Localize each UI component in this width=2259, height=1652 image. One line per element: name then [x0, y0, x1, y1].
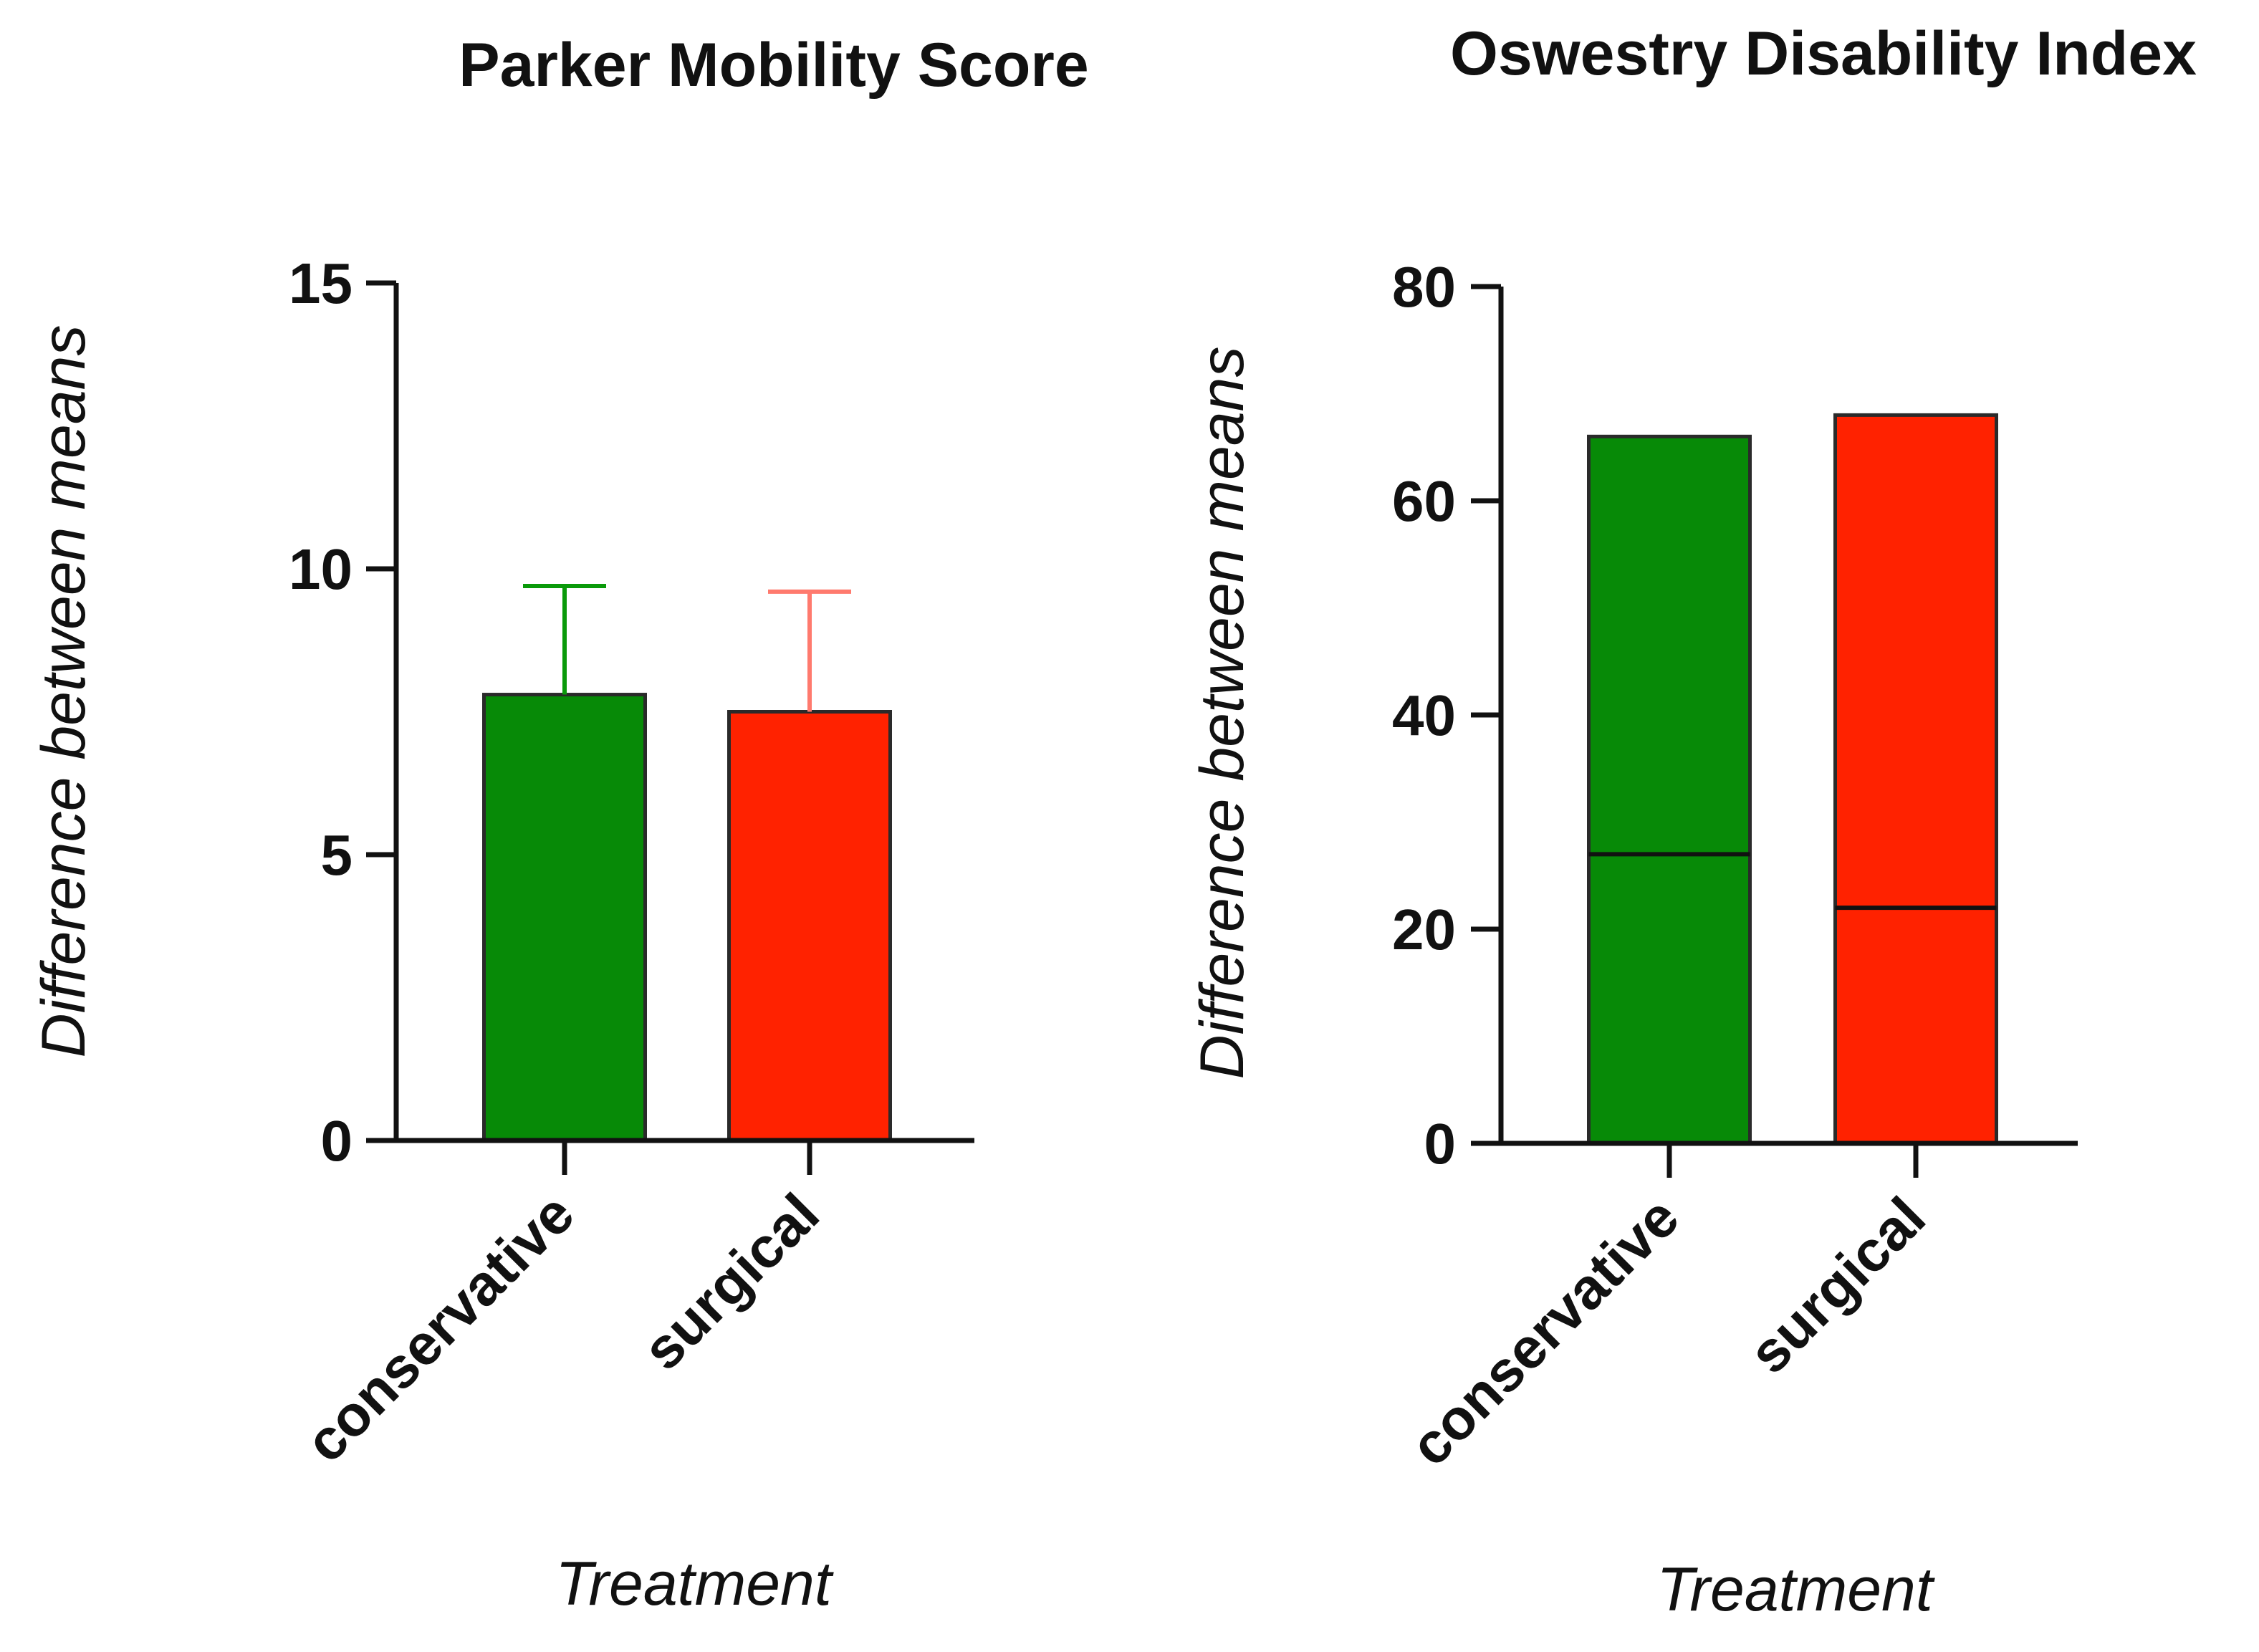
x-tick-label: surgical	[1737, 1185, 1937, 1386]
y-axis-label: Difference between means	[1188, 346, 1257, 1079]
x-tick-label: conservative	[293, 1181, 586, 1474]
x-tick-label: surgical	[630, 1181, 831, 1382]
y-tick-label: 80	[1392, 255, 1456, 319]
y-tick-label: 5	[321, 823, 353, 887]
chart-panel-parker: Parker Mobility Score Difference between…	[29, 31, 1089, 1618]
chart-title: Oswestry Disability Index	[1450, 19, 2197, 88]
x-tick-label: conservative	[1398, 1185, 1691, 1478]
x-axis-label: Treatment	[1656, 1555, 1935, 1624]
y-tick-label: 0	[321, 1109, 353, 1173]
chart-panel-oswestry: Oswestry Disability Index Difference bet…	[1188, 19, 2197, 1624]
y-axis-label: Difference between means	[29, 325, 98, 1057]
bar-conservative	[1587, 434, 1752, 1146]
y-tick-label: 60	[1392, 469, 1456, 533]
bar-conservative	[482, 693, 647, 1143]
x-axis-label: Treatment	[555, 1550, 834, 1618]
bar-surgical	[727, 710, 892, 1143]
chart-title: Parker Mobility Score	[459, 31, 1088, 100]
y-tick-label: 10	[289, 537, 352, 601]
y-tick-label: 15	[289, 251, 352, 315]
y-tick-label: 40	[1392, 683, 1456, 747]
y-tick-label: 20	[1392, 898, 1456, 961]
y-tick-label: 0	[1424, 1112, 1457, 1176]
bar-surgical	[1833, 413, 1998, 1146]
